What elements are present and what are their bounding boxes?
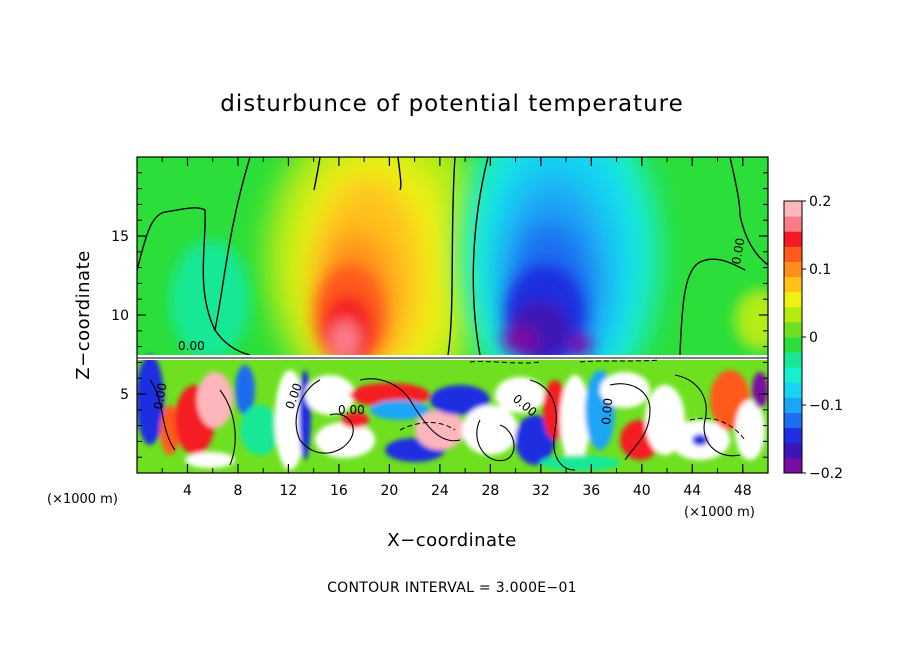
colorbar-swatch xyxy=(784,352,802,368)
contour-label-lower-e: 0.00 xyxy=(599,397,615,425)
contour-label-lower-a: 0.00 xyxy=(338,403,365,417)
colorbar-tick-label: 0.2 xyxy=(809,194,831,210)
colorbar-swatch xyxy=(784,427,802,444)
y-tick-label: 10 xyxy=(111,308,129,324)
colorbar-swatch xyxy=(784,337,802,353)
x-tick-label: 28 xyxy=(481,483,499,499)
upper-field: 0.00 0.00 xyxy=(137,157,768,415)
colorbar-swatch xyxy=(784,261,802,278)
x-tick-label: 44 xyxy=(683,483,701,499)
x-tick-label: 48 xyxy=(734,483,752,499)
x-tick-label: 12 xyxy=(280,483,298,499)
lower-field: 0.00 0.00 0.00 0.00 0.00 xyxy=(137,355,768,473)
colorbar-swatch xyxy=(784,231,802,247)
contours-lower xyxy=(137,357,768,471)
colorbar-tick-label: 0.1 xyxy=(809,262,831,278)
y-axis: 5 10 15 xyxy=(111,156,768,474)
colorbar-swatch xyxy=(784,291,802,308)
colorbar-swatch xyxy=(784,216,802,232)
contour-label-upper-left: 0.00 xyxy=(178,339,205,353)
x-unit-left: (×1000 m) xyxy=(47,492,118,507)
x-tick-label: 40 xyxy=(633,483,651,499)
colorbar-swatch xyxy=(784,306,802,323)
x-tick-label: 8 xyxy=(233,483,242,499)
chart-title: disturbunce of potential temperature xyxy=(220,91,684,117)
colorbar-tick-label: 0 xyxy=(809,330,818,346)
x-tick-label: 4 xyxy=(183,483,192,499)
colorbar-swatch xyxy=(784,321,802,338)
colorbar-swatch xyxy=(784,397,802,414)
y-axis-label: Z−coordinate xyxy=(73,250,94,379)
plot-area: 0.00 0.00 xyxy=(137,157,768,473)
x-tick-label: 32 xyxy=(532,483,550,499)
x-tick-label: 20 xyxy=(380,483,398,499)
zero-contours-upper xyxy=(137,157,768,356)
y-tick-label: 5 xyxy=(120,387,129,403)
x-axis: 4 8 12 16 20 24 28 32 36 40 44 48 xyxy=(136,157,769,499)
colorbar-swatch xyxy=(784,412,802,429)
colorbar-tick-label: −0.1 xyxy=(809,398,843,414)
colorbar-tick-label: −0.2 xyxy=(809,466,843,482)
colorbar: −0.2 −0.1 0 0.1 0.2 xyxy=(783,194,843,482)
contour-label-upper-right: 0.00 xyxy=(729,237,747,266)
colorbar-swatch xyxy=(784,442,802,459)
x-unit-right: (×1000 m) xyxy=(684,505,755,520)
colorbar-swatch xyxy=(784,201,802,217)
colorbar-swatch xyxy=(784,382,802,398)
x-tick-label: 24 xyxy=(431,483,449,499)
colorbar-swatch xyxy=(784,367,802,383)
x-axis-label: X−coordinate xyxy=(387,530,516,551)
colorbar-swatch xyxy=(784,246,802,262)
x-tick-label: 16 xyxy=(330,483,348,499)
y-tick-label: 15 xyxy=(111,229,129,245)
x-tick-label: 36 xyxy=(582,483,600,499)
colorbar-swatch xyxy=(784,457,802,474)
contour-label-lower-d: 0.00 xyxy=(151,382,169,411)
contour-interval-text: CONTOUR INTERVAL = 3.000E−01 xyxy=(327,580,577,596)
colorbar-swatch xyxy=(784,276,802,293)
